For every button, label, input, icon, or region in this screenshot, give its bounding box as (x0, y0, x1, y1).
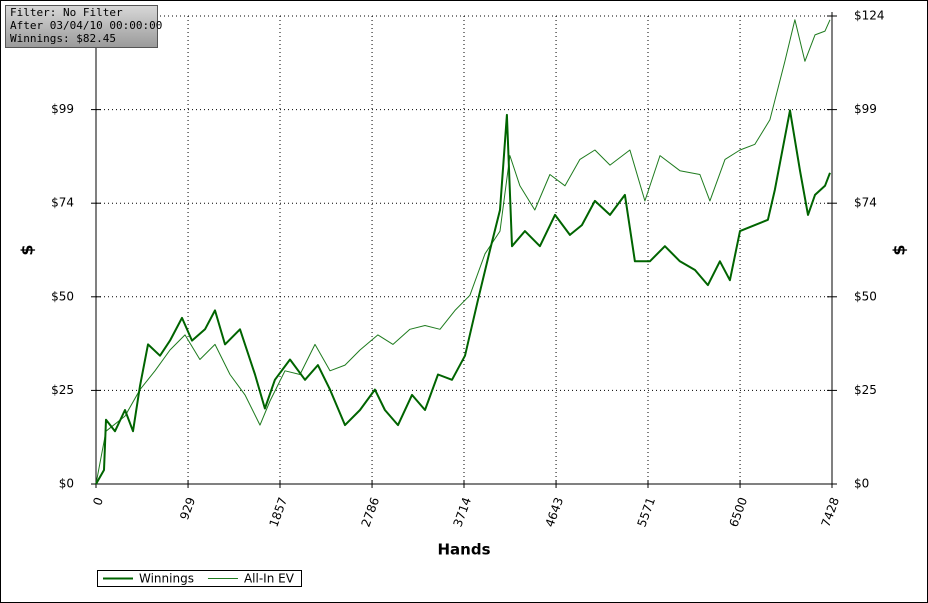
info-line: After 03/04/10 00:00:00 (10, 19, 162, 32)
y-axis-label: $ (18, 244, 37, 255)
info-line: Winnings: $82.45 (10, 32, 116, 45)
y-tick-label: $25 (51, 383, 74, 397)
y2-tick-label: $99 (854, 102, 877, 116)
y2-tick-label: $50 (854, 289, 877, 303)
y2-tick-label: $124 (854, 9, 885, 23)
y2-axis-label: $ (890, 244, 909, 255)
legend-label: Winnings (139, 572, 194, 586)
y-tick-label: $0 (59, 477, 74, 491)
y2-tick-label: $25 (854, 383, 877, 397)
legend-label: All-In EV (244, 572, 295, 586)
y-tick-label: $74 (51, 196, 74, 210)
info-bg (5, 5, 158, 48)
x-axis-label: Hands (437, 541, 490, 559)
info-box: Filter: No Filter After 03/04/10 00:00:0… (5, 5, 162, 48)
x-tick-label: 0 (90, 495, 106, 507)
series-line (95, 109, 831, 485)
y2-tick-label: $0 (854, 477, 869, 491)
y-tick-label: $50 (51, 289, 74, 303)
info-line: Filter: No Filter (10, 6, 123, 19)
legend-box (97, 570, 302, 587)
legend: Winnings All-In EV (97, 570, 302, 587)
y-tick-label: $99 (51, 102, 74, 116)
series-line (95, 19, 831, 485)
y2-tick-label: $74 (854, 196, 877, 210)
